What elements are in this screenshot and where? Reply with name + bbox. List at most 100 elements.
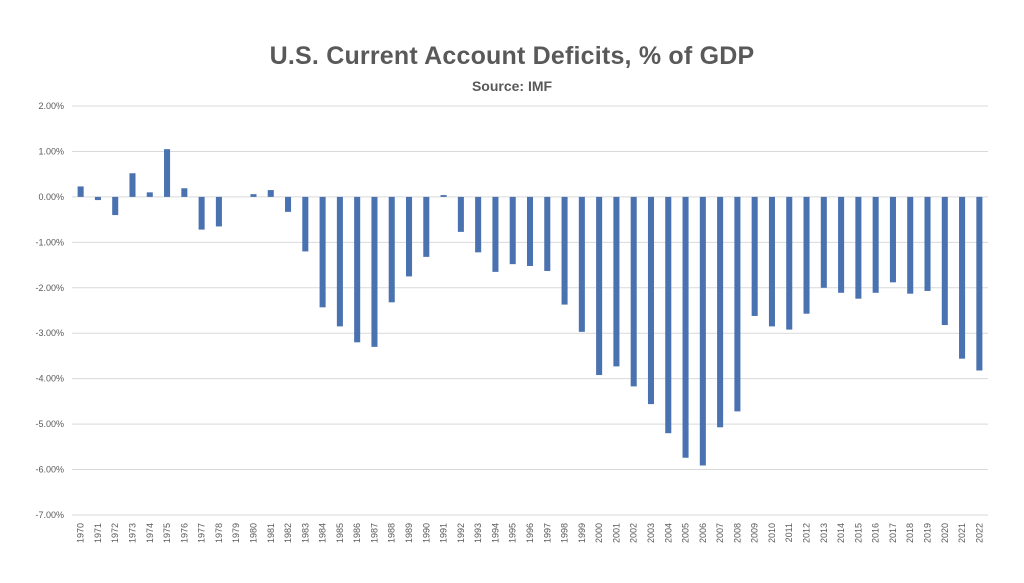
bar-1977 (198, 196, 205, 230)
bar-2016 (872, 196, 879, 293)
bar-2017 (889, 196, 896, 283)
y-tick-label: -1.00% (35, 237, 64, 247)
x-tick-label: 1994 (490, 523, 500, 543)
x-tick-label: 1988 (387, 523, 397, 543)
bar-2020 (941, 196, 948, 326)
x-tick-label: 2008 (732, 523, 742, 543)
bar-1999 (578, 196, 585, 332)
bar-1997 (544, 196, 551, 271)
bar-1996 (526, 196, 534, 266)
x-tick-label: 2009 (750, 523, 760, 543)
x-tick-label: 2013 (819, 523, 829, 543)
bar-2015 (855, 196, 862, 299)
gridlines (72, 105, 988, 516)
x-tick-label: 2014 (836, 523, 846, 543)
x-tick-label: 2022 (974, 523, 984, 543)
x-axis-tick-labels: 1970 1971 1972 1973 1974 1975 1976 1977 1978 1979… (76, 523, 985, 543)
bars (77, 149, 983, 466)
x-tick-label: 2003 (646, 523, 656, 543)
bar-2008 (734, 196, 741, 412)
bar-1971 (94, 196, 101, 201)
x-tick-label: 1971 (93, 523, 103, 543)
x-tick-label: 1989 (404, 523, 414, 543)
x-tick-label: 1979 (231, 523, 241, 543)
bar-1988 (388, 196, 395, 303)
bar-1980 (250, 194, 257, 197)
x-tick-label: 1975 (162, 523, 172, 543)
x-tick-label: 1986 (352, 523, 362, 543)
x-tick-label: 2018 (905, 523, 915, 543)
y-tick-label: -3.00% (35, 328, 64, 338)
bar-1994 (492, 196, 499, 272)
y-tick-label: -4.00% (35, 374, 64, 384)
x-tick-label: 1993 (473, 523, 483, 543)
x-tick-label: 2019 (923, 523, 933, 543)
x-tick-label: 1995 (508, 523, 518, 543)
y-tick-label: 1.00% (38, 146, 64, 156)
y-tick-label: -5.00% (35, 419, 64, 429)
bar-2013 (820, 196, 827, 288)
bar-1981 (267, 190, 274, 197)
bar-2022 (976, 196, 983, 371)
x-tick-label: 1972 (110, 523, 120, 543)
y-axis-tick-labels: 2.00% 1.00% 0.00% -1.00% -2.00% -3.00% -4.00% -… (35, 101, 64, 520)
x-tick-label: 1992 (456, 523, 466, 543)
bar-2012 (803, 196, 810, 314)
x-tick-label: 1985 (335, 523, 345, 543)
bar-1993 (475, 196, 482, 253)
x-tick-label: 2011 (784, 523, 794, 542)
x-tick-label: 1983 (300, 523, 310, 543)
x-tick-label: 2000 (594, 523, 604, 543)
bar-1973 (129, 173, 136, 197)
bar-2004 (665, 196, 672, 434)
x-tick-label: 1997 (542, 523, 552, 543)
bar-1972 (112, 196, 119, 216)
bar-2014 (838, 196, 845, 293)
x-tick-label: 1977 (197, 523, 207, 543)
x-tick-label: 2016 (871, 523, 881, 543)
x-tick-label: 2020 (940, 523, 950, 543)
y-tick-label: -7.00% (35, 510, 64, 520)
bar-1991 (440, 195, 447, 197)
x-tick-label: 1996 (525, 523, 535, 543)
bar-1970 (77, 186, 84, 197)
x-tick-label: 2015 (853, 523, 863, 543)
chart-subtitle: Source: IMF (471, 78, 553, 94)
y-tick-label: -2.00% (35, 283, 64, 293)
x-tick-label: 1970 (76, 523, 86, 543)
y-tick-label: 2.00% (38, 101, 64, 111)
x-tick-label: 2007 (715, 523, 725, 543)
bar-2011 (786, 196, 793, 330)
bar-1992 (457, 196, 464, 232)
x-tick-label: 1981 (266, 523, 276, 543)
x-tick-label: 2021 (957, 523, 967, 543)
chart-title: U.S. Current Account Deficits, % of GDP (269, 42, 755, 70)
bar-2010 (768, 196, 775, 327)
bar-1995 (509, 196, 516, 265)
y-tick-label: 0.00% (38, 192, 64, 202)
x-tick-label: 1984 (318, 523, 328, 543)
bar-1974 (146, 192, 153, 197)
bar-1984 (319, 196, 326, 308)
bar-1985 (336, 196, 343, 327)
x-tick-label: 1990 (421, 523, 431, 543)
bar-2000 (596, 196, 603, 376)
bar-2006 (699, 196, 706, 466)
x-tick-label: 1976 (179, 523, 189, 543)
x-tick-label: 1974 (145, 523, 155, 543)
x-tick-label: 2005 (681, 523, 691, 543)
x-tick-label: 2001 (611, 523, 621, 543)
x-tick-label: 1999 (577, 523, 587, 543)
y-tick-label: -6.00% (35, 465, 64, 475)
x-tick-label: 1973 (127, 523, 137, 543)
bar-1989 (405, 196, 413, 277)
bar-2007 (717, 196, 724, 428)
x-tick-label: 2002 (629, 523, 639, 543)
x-tick-label: 1991 (439, 523, 449, 543)
bar-1982 (285, 196, 292, 212)
x-tick-label: 1987 (369, 523, 379, 543)
bar-1986 (354, 196, 361, 343)
bar-2018 (907, 196, 914, 294)
bar-2001 (613, 196, 620, 367)
